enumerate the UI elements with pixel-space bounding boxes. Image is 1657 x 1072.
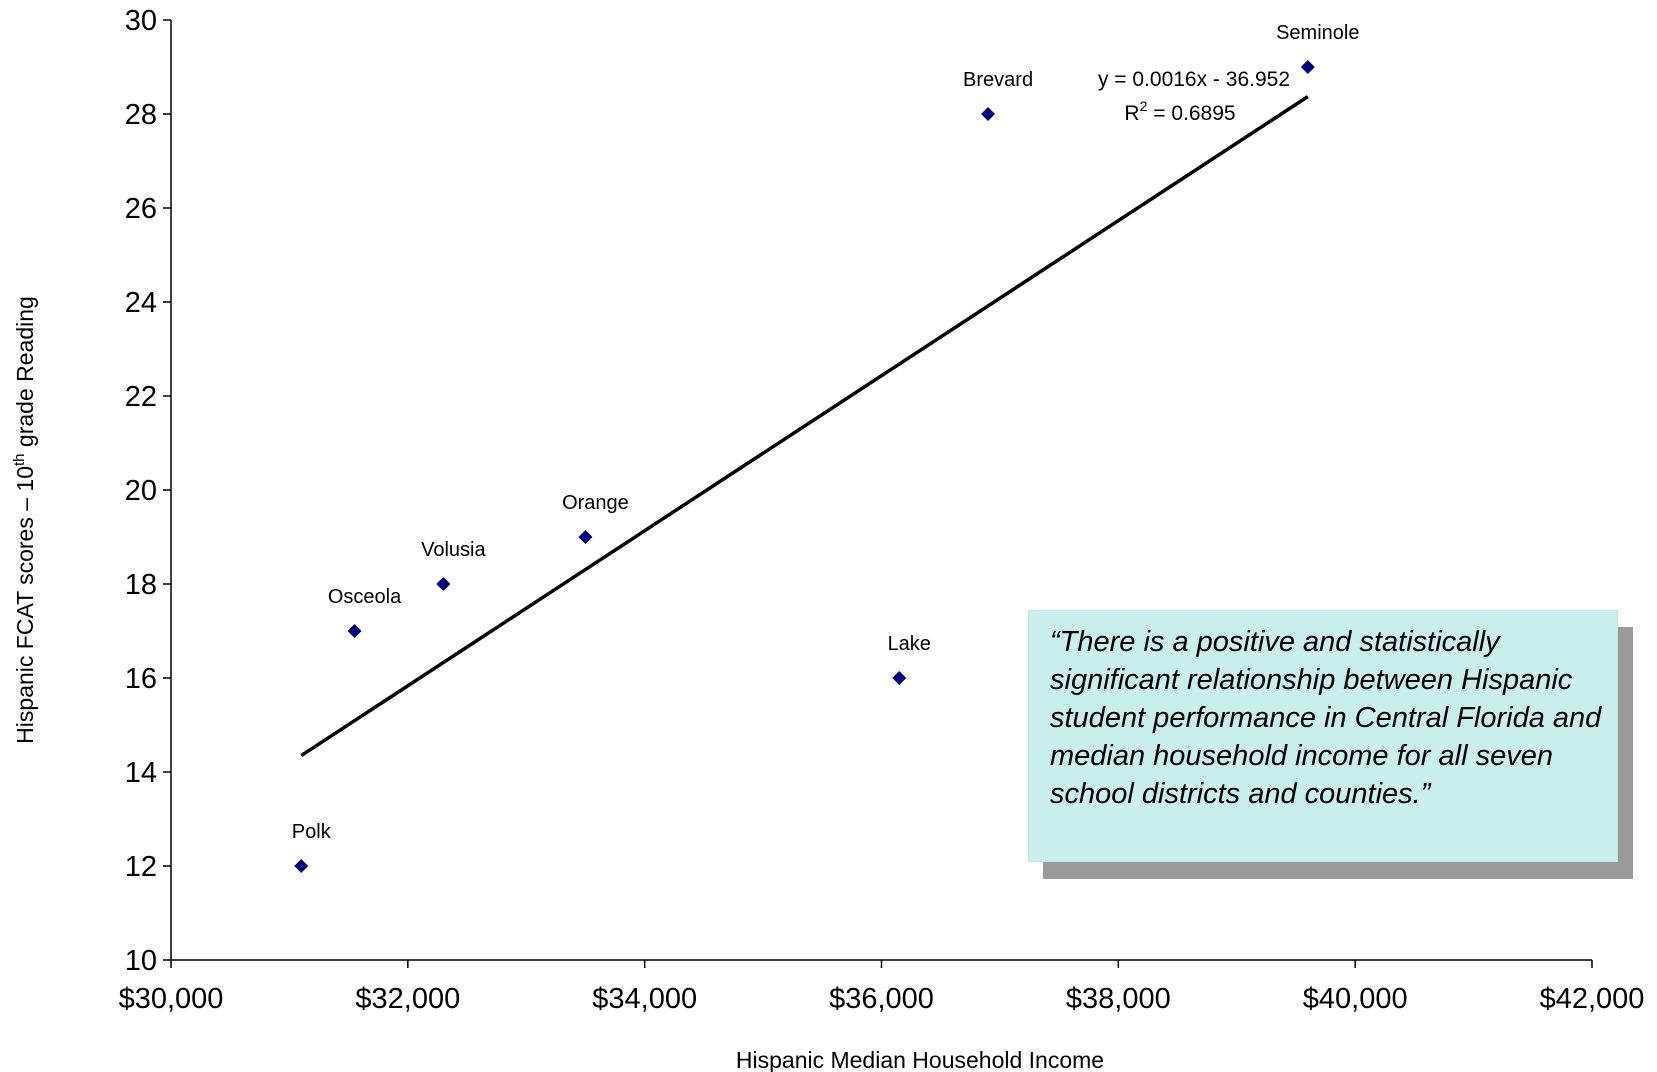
trendline-equation: y = 0.0016x - 36.952 — [1098, 68, 1290, 91]
x-tick-label: $38,000 — [1066, 983, 1171, 1015]
y-tick-label: 10 — [125, 945, 157, 977]
trendline-r-squared: R2 = 0.6895 — [1124, 98, 1235, 125]
y-tick-label: 18 — [125, 569, 157, 601]
point-label: Osceola — [328, 586, 402, 608]
y-axis-title: Hispanic FCAT scores – 10th grade Readin… — [11, 296, 38, 744]
y-tick-label: 26 — [125, 193, 157, 225]
callout-box — [1028, 610, 1618, 862]
y-tick-label: 14 — [125, 757, 157, 789]
trendline — [300, 95, 1309, 758]
data-point — [981, 107, 996, 121]
x-tick-label: $34,000 — [592, 983, 697, 1015]
x-axis-title: Hispanic Median Household Income — [736, 1047, 1104, 1072]
data-point — [578, 530, 593, 544]
trendline-layer — [300, 95, 1309, 758]
data-point — [294, 859, 309, 873]
y-tick-label: 30 — [125, 5, 157, 37]
x-tick-label: $40,000 — [1303, 983, 1408, 1015]
point-label: Orange — [562, 492, 629, 514]
axes: 10 12 14 16 18 20 22 24 26 28 30 $30,000 $32,000 $34,… — [119, 5, 1645, 1015]
y-tick-label: 20 — [125, 475, 157, 507]
point-label: Lake — [888, 633, 931, 655]
y-tick-label: 12 — [125, 851, 157, 883]
y-tick-label: 16 — [125, 663, 157, 695]
point-label: Polk — [292, 821, 332, 843]
data-point — [1300, 60, 1315, 74]
point-label: Brevard — [963, 69, 1033, 91]
point-label: Volusia — [421, 539, 486, 561]
y-tick-label: 28 — [125, 99, 157, 131]
data-point — [436, 577, 451, 591]
y-tick-label: 22 — [125, 381, 157, 413]
callout-text: “There is a positive and statistically s… — [1050, 626, 1602, 810]
x-tick-label: $30,000 — [119, 983, 224, 1015]
x-tick-label: $32,000 — [355, 983, 460, 1015]
x-tick-label: $36,000 — [829, 983, 934, 1015]
point-label: Seminole — [1276, 22, 1359, 44]
x-tick-label: $42,000 — [1540, 983, 1645, 1015]
data-points: Polk Osceola Volusia Orange Lake Brevard Semin… — [292, 22, 1359, 873]
data-point — [892, 671, 907, 685]
y-tick-label: 24 — [125, 287, 157, 319]
data-point — [347, 624, 362, 638]
